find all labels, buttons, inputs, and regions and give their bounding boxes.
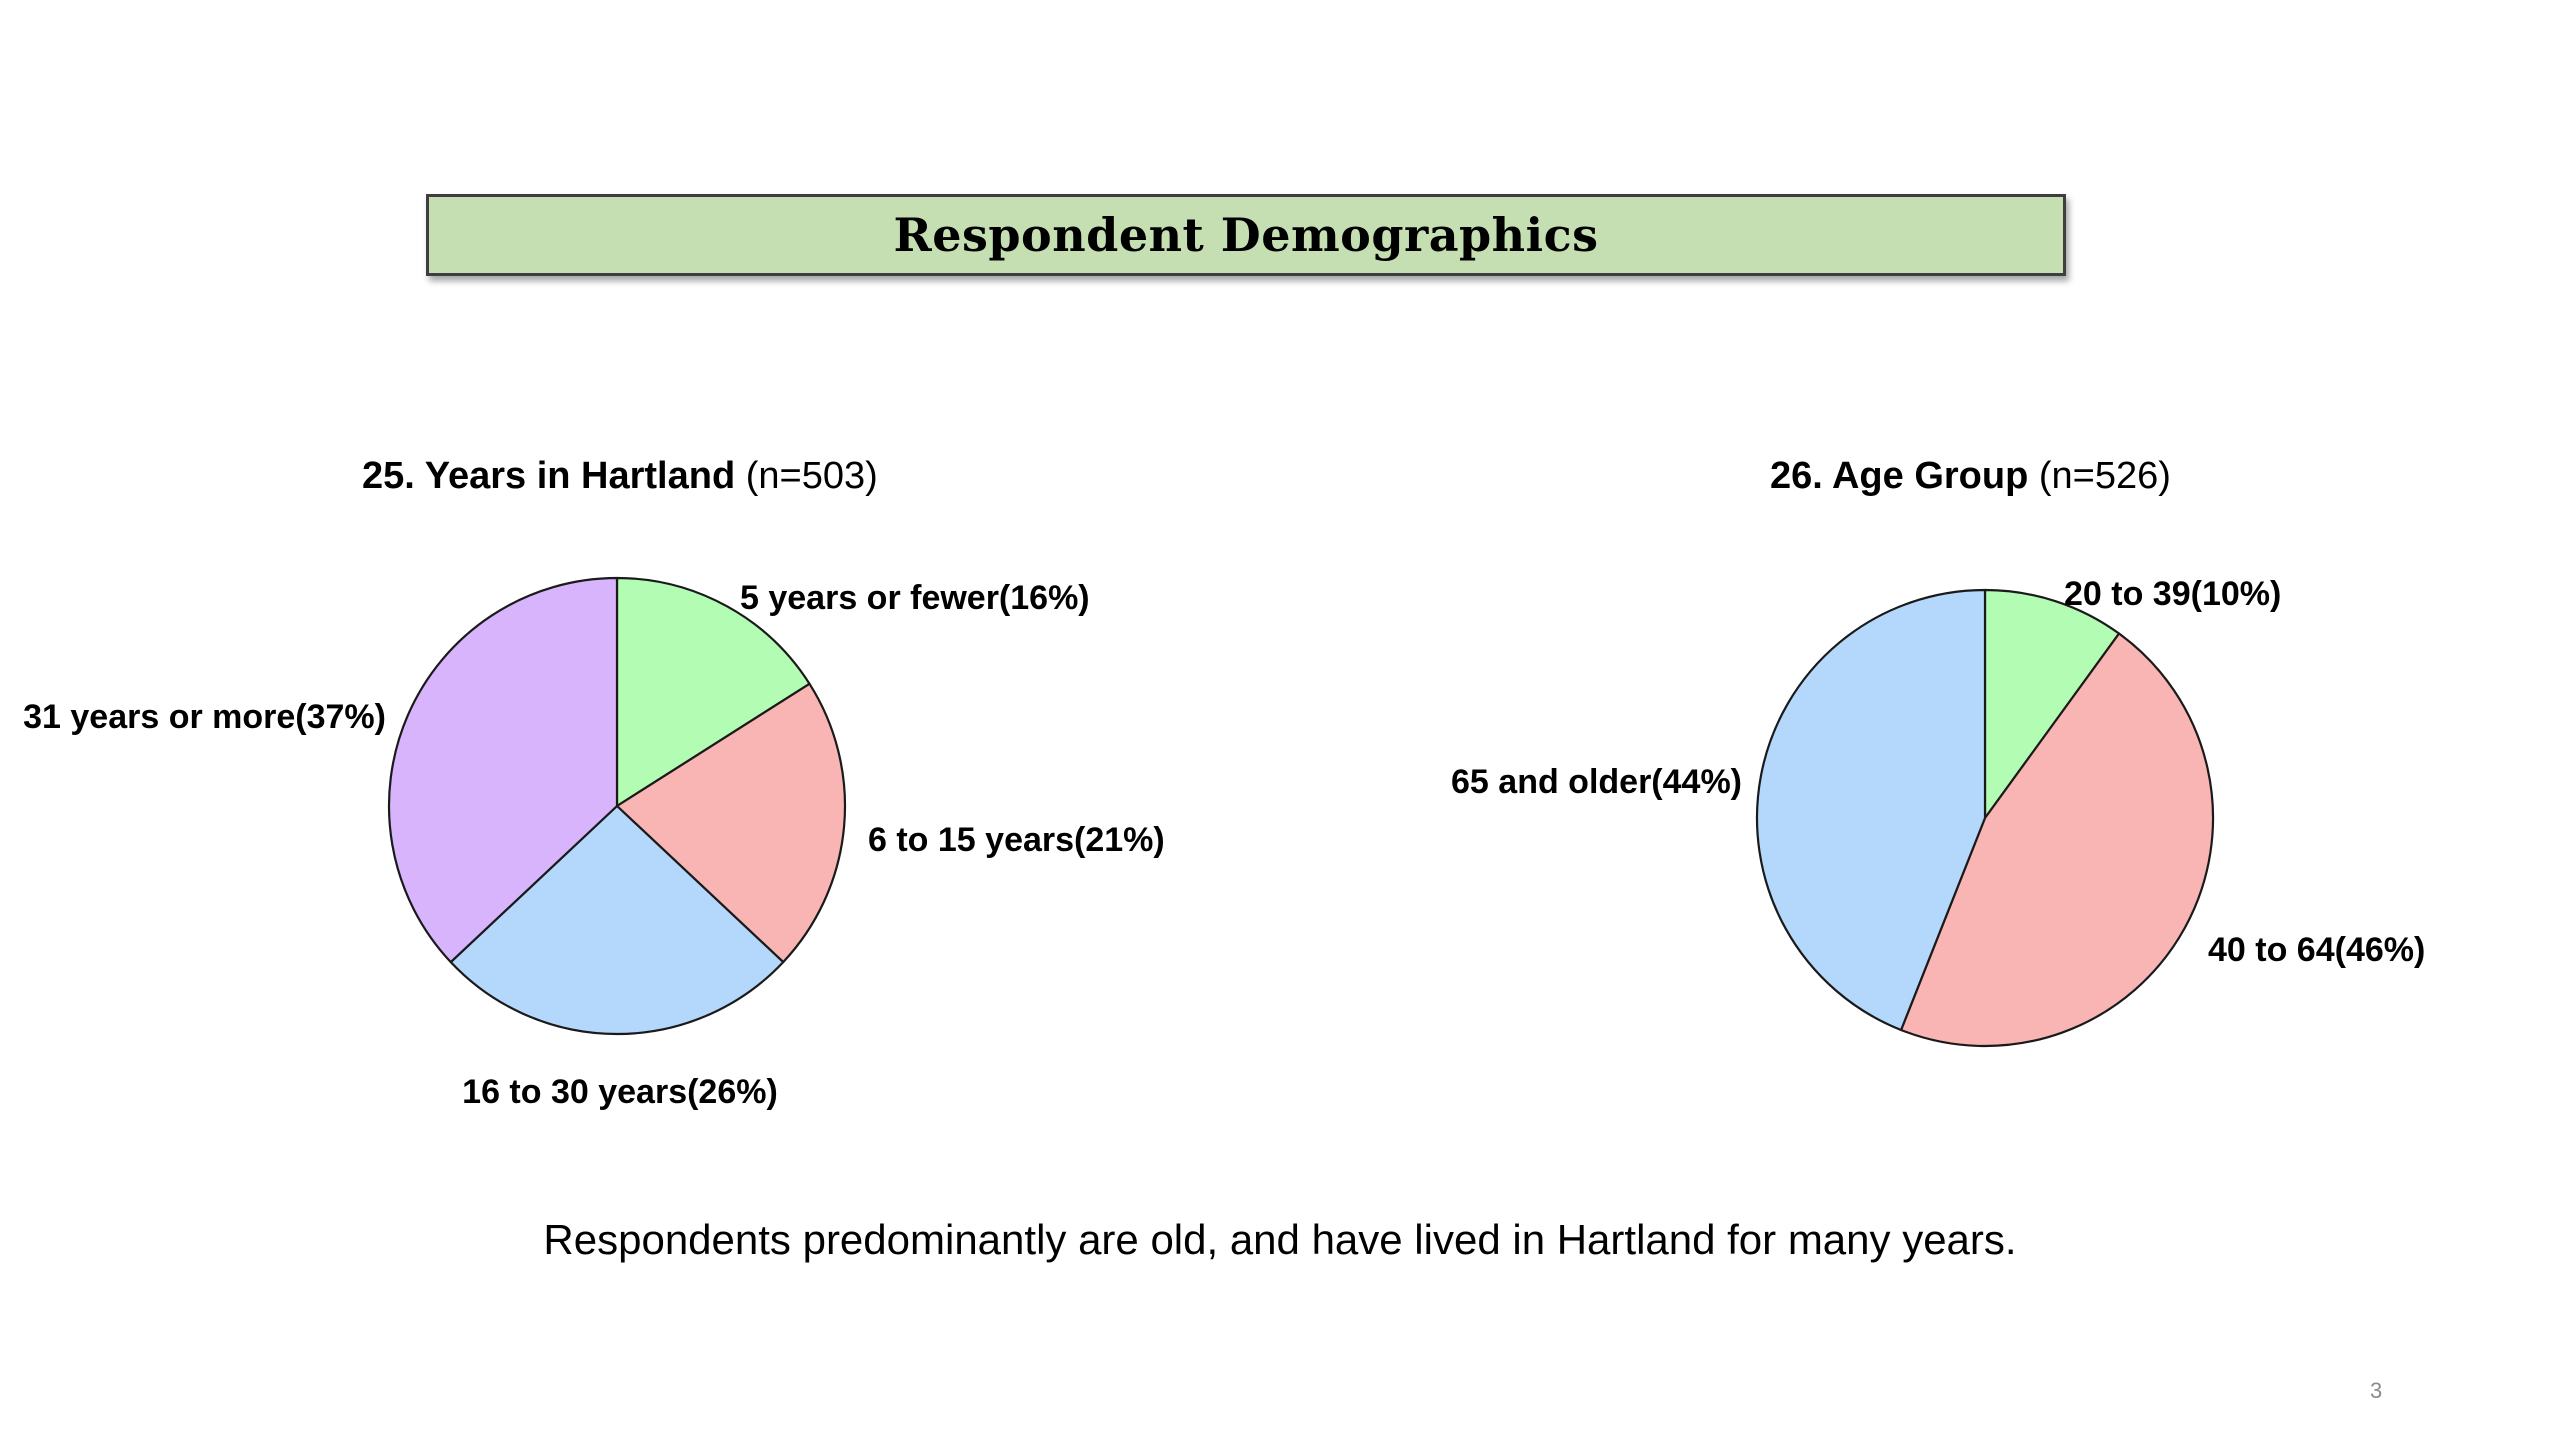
slice-label: 16 to 30 years(26%) [462, 1073, 778, 1111]
slice-label: 20 to 39(10%) [2064, 575, 2281, 613]
title-banner: Respondent Demographics [426, 194, 2066, 276]
pie-slice-20-to-39 [1983, 588, 2121, 820]
chart-2-title: 26. Age Group (n=526) [1770, 455, 2171, 498]
pie-slice-16-to-30-years [449, 804, 785, 1036]
slice-label: 5 years or fewer(16%) [740, 579, 1090, 617]
slice-label: 31 years or more(37%) [23, 698, 386, 736]
slice-label: 6 to 15 years(21%) [868, 821, 1165, 859]
pie-slice-6-to-15-years [615, 682, 847, 964]
chart-1-title: 25. Years in Hartland (n=503) [362, 455, 878, 498]
slide-title: Respondent Demographics [893, 208, 1599, 262]
page-number: 3 [2370, 1378, 2383, 1403]
pie-slice-65-and-older [1755, 588, 1987, 1032]
chart-1-sample-size: (n=503) [745, 455, 878, 497]
chart-2-sample-size: (n=526) [2038, 455, 2171, 497]
slice-label: 65 and older(44%) [1451, 763, 1742, 801]
chart-1-title-text: 25. Years in Hartland [362, 455, 736, 497]
slice-label: 40 to 64(46%) [2208, 931, 2425, 969]
chart-2-title-text: 26. Age Group [1770, 455, 2029, 497]
pie-slice-5-years-or-fewer [615, 576, 811, 808]
pie-slice-40-to-64 [1899, 632, 2215, 1048]
pie-slice-31-years-or-more [387, 576, 619, 964]
summary-text: Respondents predominantly are old, and h… [543, 1216, 2017, 1263]
